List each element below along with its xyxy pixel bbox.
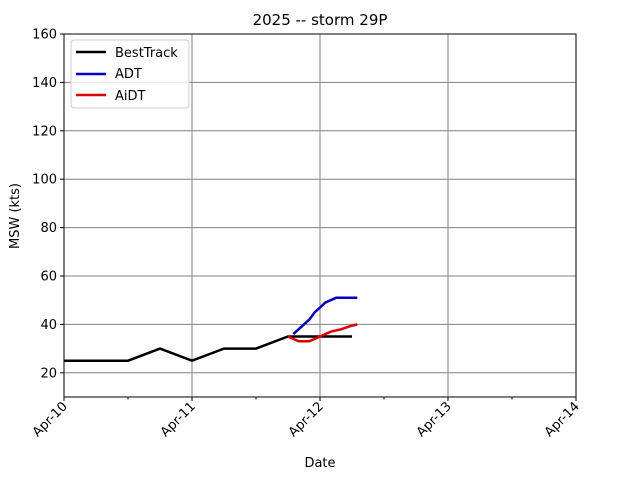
series-line-adt [292,296,358,336]
y-tick-label: 120 [32,124,57,139]
y-tick-label: 140 [32,76,57,91]
y-tick-label: 40 [40,318,57,333]
y-tick-label: 80 [40,221,57,236]
legend-frame [70,39,190,109]
y-tick-label: 60 [40,270,57,285]
y-tick-label: 160 [32,28,57,43]
legend-label-aidt: AiDT [115,89,146,104]
series-line-aidt [287,323,358,343]
x-axis-title: Date [304,456,335,471]
legend: BestTrack ADT AiDT [70,39,190,109]
legend-label-besttrack: BestTrack [115,46,178,61]
y-tick-label: 100 [32,173,57,188]
series-lines [64,296,358,363]
series-line-besttrack [64,335,352,363]
chart-title: 2025 -- storm 29P [253,11,388,29]
y-tick-label: 20 [40,366,57,381]
legend-label-adt: ADT [115,67,142,82]
y-axis-title: MSW (kts) [8,183,23,249]
